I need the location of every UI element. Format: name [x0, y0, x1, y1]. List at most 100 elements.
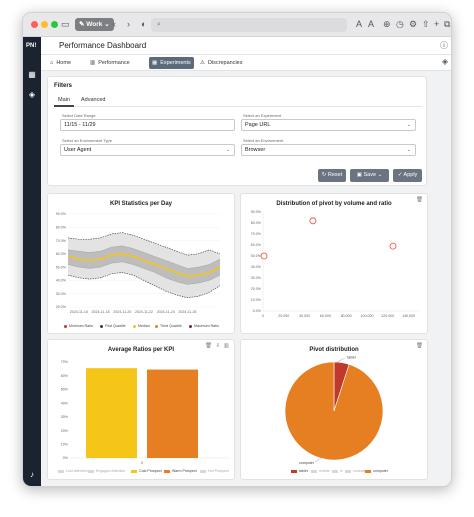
x-tick-label: 80,000	[341, 314, 352, 318]
apply-button[interactable]: ✓ Apply	[393, 169, 422, 182]
legend-item[interactable]: Warm Prospect	[164, 469, 197, 473]
bar-chart-icon[interactable]: ▥	[223, 343, 229, 349]
bell-icon[interactable]: ♪	[30, 470, 34, 479]
scatter-chart: 90.0% 80.0% 70.0% 60.0% 50.0% 40.0% 30.0% 20.0%…	[251, 210, 419, 318]
legend-swatch	[365, 469, 371, 473]
forward-icon[interactable]: ›	[127, 19, 130, 29]
maximize-window-button[interactable]	[51, 21, 58, 28]
legend-label: tablet	[299, 469, 308, 473]
env-type-value: User Agent	[64, 147, 92, 153]
back-icon[interactable]: ‹	[113, 19, 116, 29]
reader-icon[interactable]: A	[368, 19, 375, 29]
legend-swatch	[155, 324, 158, 328]
legend-label: Minimum Ratio	[69, 324, 93, 328]
x-tick-label: 2024-11-18	[92, 310, 110, 314]
share-icon[interactable]: ⇧	[422, 19, 430, 29]
trash-icon[interactable]: 🗑	[205, 343, 212, 349]
download-icon[interactable]: ⊕	[383, 19, 391, 29]
x-tick-label: 2024-11-16	[70, 310, 88, 314]
work-profile-tab[interactable]: ✎ Work ⌄	[75, 18, 114, 31]
tab-performance[interactable]: ▥ Performance	[87, 57, 133, 69]
legend-label: Third Quartile	[160, 324, 182, 328]
legend-item[interactable]: Cold Prospect	[131, 469, 162, 473]
tab-experiments[interactable]: ▦ Experiments	[149, 57, 194, 69]
y-tick-label: 50.0%	[251, 254, 262, 258]
new-tab-icon[interactable]: +	[434, 19, 440, 29]
scatter-chart-panel: 🗑 Distribution of pivot by volume and ra…	[240, 193, 428, 334]
x-tick-label: 2024-11-26	[178, 310, 196, 314]
x-tick-label: 40,000	[299, 314, 310, 318]
history-icon[interactable]: ◷	[396, 19, 404, 29]
info-icon[interactable]: ⓘ	[440, 41, 448, 50]
experiment-label: Select an Experiment	[243, 113, 282, 118]
save-button[interactable]: ▣ Save ⌄	[350, 169, 389, 182]
y-tick-label: 0.0%	[253, 309, 262, 313]
legend-item[interactable]: Engaged Attention	[88, 469, 125, 473]
legend-swatch	[88, 469, 94, 473]
layers-icon[interactable]: ◈	[441, 57, 448, 66]
trash-icon[interactable]: 🗑	[416, 343, 423, 349]
x-tick-label: 2024-11-22	[135, 310, 153, 314]
active-subtab-underline	[54, 105, 74, 107]
y-tick-label: 30%	[61, 415, 69, 419]
minimize-window-button[interactable]	[41, 21, 48, 28]
y-tick-label: 90.0%	[251, 210, 262, 214]
bar-legend: Lost Attention Engaged Attention Cold Pr…	[48, 469, 236, 477]
extensions-icon[interactable]: ⚙	[409, 19, 418, 29]
close-window-button[interactable]	[31, 21, 38, 28]
address-bar[interactable]: ⌕	[151, 18, 347, 32]
pie-chart-panel: 🗑 Pivot distribution tablet computer tabl…	[240, 339, 428, 480]
legend-swatch	[131, 469, 137, 473]
pie-slice-computer	[284, 361, 384, 461]
shield-icon[interactable]: ◐	[141, 19, 147, 29]
legend-item[interactable]: computer	[365, 469, 388, 473]
x-tick-label: 140,000	[402, 314, 415, 318]
y-tick-label: 20.0%	[56, 305, 67, 309]
legend-item[interactable]: Median	[133, 324, 150, 328]
tabs-overview-icon[interactable]: ⧉	[444, 19, 451, 29]
env-select[interactable]: Browser ⌄	[241, 144, 416, 156]
legend-item[interactable]: First Quartile	[100, 324, 126, 328]
pie-chart: tablet computer	[284, 356, 384, 465]
env-type-select[interactable]: User Agent ⌄	[60, 144, 235, 156]
pie-label-computer: computer	[299, 461, 315, 465]
date-range-input[interactable]: 11/15 - 11/29	[60, 119, 235, 131]
translate-icon[interactable]: A	[356, 19, 363, 29]
scatter-point	[309, 217, 317, 225]
bar-cold-prospect	[86, 368, 137, 458]
scatter-point	[260, 252, 268, 260]
env-label: Select an Environment	[243, 138, 284, 143]
legend-item[interactable]: tv	[332, 469, 343, 473]
legend-swatch	[291, 469, 297, 473]
legend-swatch	[311, 469, 317, 473]
legend-item[interactable]: tablet	[291, 469, 308, 473]
dashboard-icon[interactable]: ▦	[28, 70, 36, 79]
reset-button[interactable]: ↻ Reset	[318, 169, 346, 182]
legend-item[interactable]: console	[345, 469, 365, 473]
sidebar-toggle-icon[interactable]: ▭	[61, 19, 70, 29]
cube-icon[interactable]: ◈	[28, 90, 36, 99]
kpi-chart: 90.0% 80.0% 70.0% 60.0% 50.0% 40.0% 30.0% 20.0%…	[56, 212, 221, 314]
legend-item[interactable]: mobile	[311, 469, 330, 473]
series-line-maximum-ratio	[67, 232, 221, 256]
subtab-main[interactable]: Main	[58, 97, 70, 103]
subtab-advanced[interactable]: Advanced	[81, 97, 106, 103]
trash-icon[interactable]: 🗑	[416, 197, 423, 203]
legend-item[interactable]: Maximum Ratio	[189, 324, 219, 328]
tab-discrepancies[interactable]: ⚠ Discrepancies	[197, 57, 245, 69]
legend-item[interactable]: Minimum Ratio	[64, 324, 93, 328]
chevron-down-icon: ⌄	[225, 147, 230, 153]
legend-item[interactable]: Hot Prospect	[200, 469, 229, 473]
download-icon[interactable]: ⇩	[215, 343, 220, 349]
legend-label: Warm Prospect	[172, 469, 197, 473]
legend-item[interactable]: Third Quartile	[155, 324, 182, 328]
legend-label: Engaged Attention	[96, 469, 126, 473]
legend-item[interactable]: Lost Attention	[58, 469, 88, 473]
tab-home[interactable]: ⌂ Home	[47, 57, 74, 69]
y-tick-label: 70.0%	[56, 239, 67, 243]
legend-label: Hot Prospect	[208, 469, 229, 473]
experiment-select[interactable]: Page URL ⌄	[241, 119, 416, 131]
chart-icon: ▥	[90, 60, 96, 66]
reset-icon: ↻	[321, 172, 327, 178]
date-range-label: Select Date Range	[62, 113, 96, 118]
